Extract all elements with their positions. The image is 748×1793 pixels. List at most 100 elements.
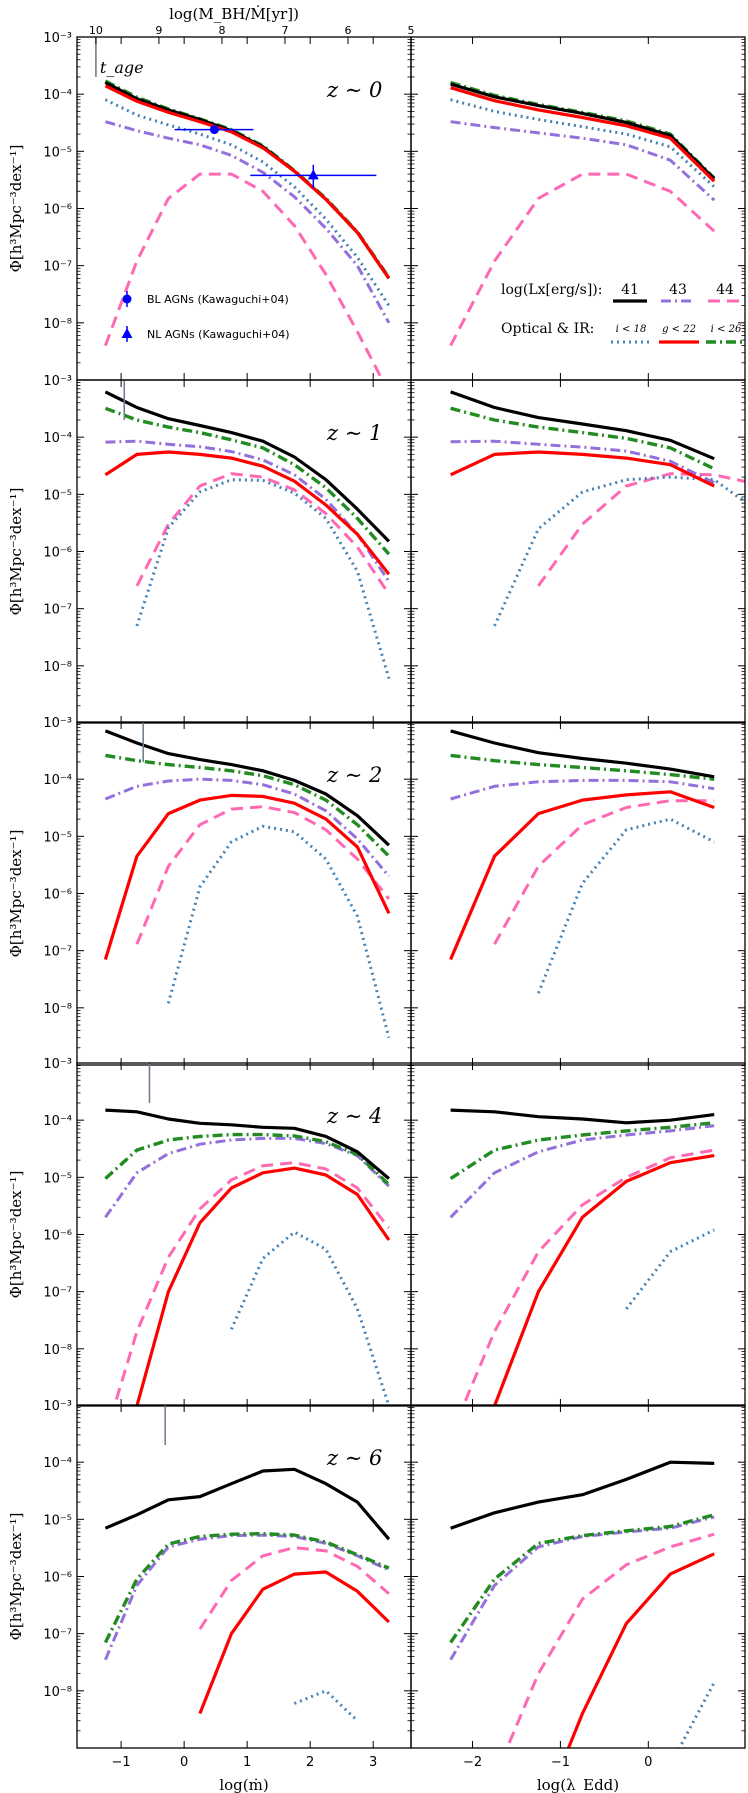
series-group [449, 390, 745, 627]
lx-legend-label: 43 [669, 282, 687, 298]
x-axis-label-mdot: log(ṁ) [219, 1776, 268, 1793]
series-lx43-line [104, 1136, 390, 1219]
series-group [103, 79, 391, 380]
panel-frame [410, 1062, 746, 1407]
series-lx43-line [104, 777, 391, 878]
top-tick-label: 10 [89, 24, 103, 37]
series-lx43-line [450, 439, 715, 485]
y-tick-label: 10⁻⁷ [43, 945, 72, 960]
y-tick-label: 10⁻³ [43, 1399, 72, 1414]
top-tick-label: 6 [344, 24, 351, 37]
series-lx43-line [449, 1515, 715, 1661]
series-lx44-line [537, 472, 745, 587]
series-lx43-line [104, 1533, 390, 1661]
series-i26-line [105, 753, 391, 858]
series-lx41-line [104, 729, 390, 847]
y-axis-label: Φ[h³Mpc⁻³dex⁻¹] [7, 145, 25, 273]
x-tick-label: 2 [306, 1755, 314, 1770]
oir-legend-label: i < 26 [711, 324, 742, 335]
series-group [449, 1108, 715, 1406]
series-lx44-line [461, 1148, 715, 1406]
legend-triangle-marker [121, 328, 133, 338]
series-lx44-line [449, 172, 716, 347]
panel-3-right [410, 721, 746, 1066]
panel-4-right [410, 1062, 746, 1407]
series-g22-line [492, 1154, 715, 1406]
series-i26-line [103, 1532, 390, 1644]
y-tick-label: 10⁻⁸ [43, 1343, 72, 1358]
y-axis-label: Φ[h³Mpc⁻³dex⁻¹] [7, 830, 25, 958]
y-tick-label: 10⁻³ [43, 31, 72, 46]
series-i18-line [677, 1681, 716, 1748]
tage-label: t_age [100, 58, 144, 77]
series-lx44-line [135, 472, 391, 595]
series-legend [611, 299, 746, 344]
series-g22-line [566, 1552, 715, 1748]
bl-agn-data-point [174, 125, 254, 135]
series-group [449, 729, 715, 994]
y-axis-label: Φ[h³Mpc⁻³dex⁻¹] [7, 1513, 25, 1641]
series-group [449, 1460, 716, 1748]
series-i26-line [449, 1513, 715, 1644]
y-tick-label: 10⁻³ [43, 374, 72, 389]
y-tick-label: 10⁻⁴ [43, 1456, 72, 1471]
series-i26-line [104, 1132, 391, 1186]
series-lx43-line [105, 439, 391, 583]
nl-agn-data-point [250, 164, 377, 188]
series-lx41-line [104, 1467, 391, 1541]
series-lx44-line [505, 1532, 715, 1748]
series-i26-line [104, 79, 391, 279]
redshift-label: z ∼ 4 [326, 1104, 382, 1128]
panel-5-right [410, 1404, 746, 1749]
series-lx44-line [103, 172, 385, 380]
series-g22-line [103, 793, 391, 960]
panels-layer [76, 36, 746, 1749]
x-tick-label: −2 [463, 1755, 482, 1770]
top-tick-label: 8 [218, 24, 225, 37]
series-lx43-line [450, 120, 716, 202]
y-axis-label: Φ[h³Mpc⁻³dex⁻¹] [7, 1171, 25, 1299]
obs-legend [121, 291, 133, 342]
series-lx41-line [450, 82, 716, 181]
y-tick-label: 10⁻⁶ [43, 1571, 72, 1586]
series-lx41-line [105, 1108, 390, 1180]
y-tick-label: 10⁻⁷ [43, 1628, 72, 1643]
series-g22-line [449, 450, 715, 488]
lx-legend-label: 44 [716, 282, 734, 298]
series-g22-line [135, 1166, 391, 1406]
series-group [104, 1108, 391, 1406]
series-lx41-line [104, 390, 391, 543]
y-tick-label: 10⁻⁶ [43, 888, 72, 903]
oir-legend-label: g < 22 [662, 324, 696, 335]
panel-3-left [76, 721, 412, 1066]
y-tick-label: 10⁻⁷ [43, 1286, 72, 1301]
y-axis-label: Φ[h³Mpc⁻³dex⁻¹] [7, 488, 25, 616]
y-tick-label: 10⁻³ [43, 716, 72, 731]
triangle-marker [307, 169, 319, 180]
y-tick-label: 10⁻³ [43, 1057, 72, 1072]
top-tick-label: 9 [155, 24, 162, 37]
redshift-label: z ∼ 0 [326, 78, 382, 102]
redshift-label: z ∼ 1 [326, 421, 382, 445]
y-tick-label: 10⁻⁶ [43, 546, 72, 561]
panel-frame [410, 1404, 746, 1749]
y-tick-label: 10⁻⁸ [43, 660, 72, 675]
series-g22-line [104, 84, 391, 280]
obs-legend-label: NL AGNs (Kawaguchi+04) [147, 328, 290, 341]
series-g22-line [104, 450, 391, 576]
panel-2-left [76, 379, 412, 724]
y-tick-label: 10⁻⁸ [43, 1002, 72, 1017]
series-i26-line [449, 1121, 715, 1181]
series-lx44-line [198, 1546, 390, 1630]
y-tick-label: 10⁻⁵ [43, 1513, 72, 1528]
series-g22-line [198, 1570, 391, 1715]
series-i26-line [450, 753, 715, 781]
top-tick-label: 7 [281, 24, 288, 37]
series-lx44-line [493, 799, 715, 945]
series-group [104, 390, 391, 679]
y-tick-label: 10⁻⁸ [43, 317, 72, 332]
series-lx44-line [112, 1161, 391, 1406]
y-tick-label: 10⁻⁵ [43, 488, 72, 503]
top-tick-label: 5 [408, 24, 415, 37]
panel-2-right [410, 379, 746, 724]
